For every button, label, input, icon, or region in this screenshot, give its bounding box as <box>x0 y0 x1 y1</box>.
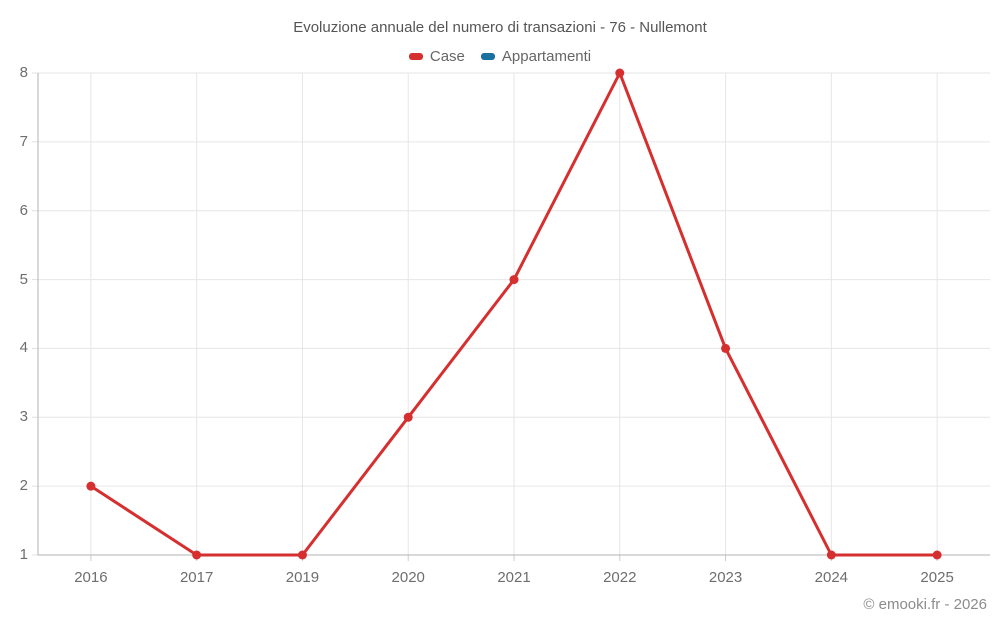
y-tick-label-6: 6 <box>19 201 28 219</box>
legend-label: Case <box>429 48 465 65</box>
y-tick-label-8: 8 <box>19 64 28 81</box>
x-tick-label-2025: 2025 <box>920 569 954 586</box>
legend-item-appartamenti[interactable]: Appartamenti <box>480 48 592 65</box>
y-tick-label-1: 1 <box>19 546 28 563</box>
legend-swatch-icon <box>408 53 423 60</box>
data-point-2016[interactable] <box>86 481 96 491</box>
legend-label: Appartamenti <box>501 48 592 65</box>
watermark-credit: © emooki.fr - 2026 <box>863 596 987 613</box>
y-tick-label-4: 4 <box>19 339 28 357</box>
x-tick-label-2023: 2023 <box>708 569 743 586</box>
x-tick-label-2016: 2016 <box>74 569 108 586</box>
x-tick-label-2021: 2021 <box>497 569 531 586</box>
y-tick-label-7: 7 <box>19 132 28 150</box>
x-tick-label-2020: 2020 <box>391 569 425 586</box>
x-tick-label-2019: 2019 <box>285 569 320 586</box>
y-tick-label-3: 3 <box>19 408 28 426</box>
chart-title: Evoluzione annuale del numero di transaz… <box>293 19 707 36</box>
legend-item-case[interactable]: Case <box>408 48 465 65</box>
data-point-2020[interactable] <box>403 412 413 422</box>
data-point-2023[interactable] <box>721 343 731 353</box>
x-tick-label-2024: 2024 <box>814 569 849 586</box>
y-tick-label-2: 2 <box>19 477 28 495</box>
data-point-2017[interactable] <box>192 550 202 560</box>
data-point-2021[interactable] <box>509 275 519 285</box>
data-point-2019[interactable] <box>297 550 307 560</box>
legend: Case Appartamenti <box>0 48 1000 65</box>
data-point-2024[interactable] <box>826 550 836 560</box>
data-point-2025[interactable] <box>932 550 942 560</box>
x-tick-label-2022: 2022 <box>603 569 637 586</box>
x-tick-label-2017: 2017 <box>179 569 214 586</box>
y-tick-label-5: 5 <box>19 270 28 288</box>
legend-swatch-icon <box>480 53 495 60</box>
data-point-2022[interactable] <box>615 68 625 78</box>
